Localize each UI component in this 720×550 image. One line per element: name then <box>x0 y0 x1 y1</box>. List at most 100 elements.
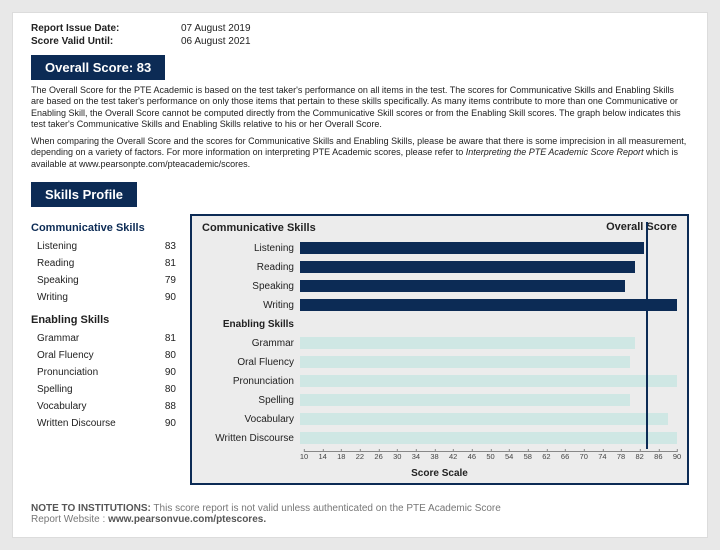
enabling-skills-title: Enabling Skills <box>31 314 176 326</box>
axis-tick: 78 <box>617 452 625 461</box>
chart-axis: 1014182226303438424650545862667074788286… <box>304 451 677 465</box>
chart-bar-row: Reading <box>204 259 677 276</box>
chart-group-head: Enabling Skills <box>204 316 677 333</box>
skill-label: Reading <box>37 258 74 269</box>
chart-bar-label: Grammar <box>204 338 300 349</box>
chart-bar-label: Written Discourse <box>204 433 300 444</box>
chart-bar-track <box>300 299 677 311</box>
chart-bar-track <box>300 280 677 292</box>
axis-tick: 42 <box>449 452 457 461</box>
skill-row: Pronunciation 90 <box>31 364 176 381</box>
chart-bar-label: Listening <box>204 243 300 254</box>
skill-label: Grammar <box>37 333 79 344</box>
skill-label: Oral Fluency <box>37 350 94 361</box>
chart-bar-track <box>300 337 677 349</box>
axis-tick: 14 <box>318 452 326 461</box>
chart-bar-track <box>300 413 677 425</box>
chart-bar-fill <box>300 432 677 444</box>
skills-profile-header: Skills Profile <box>31 182 137 207</box>
meta-issue-row: Report Issue Date: 07 August 2019 <box>31 23 689 34</box>
skill-row: Written Discourse 90 <box>31 415 176 432</box>
skill-row: Grammar 81 <box>31 330 176 347</box>
chart-bar-row: Grammar <box>204 335 677 352</box>
chart-bar-fill <box>300 394 630 406</box>
valid-until-value: 06 August 2021 <box>181 36 251 47</box>
axis-tick: 46 <box>468 452 476 461</box>
chart-bar-label: Pronunciation <box>204 376 300 387</box>
skill-label: Speaking <box>37 275 79 286</box>
skills-content: Communicative Skills Listening83Reading8… <box>31 214 689 485</box>
valid-until-label: Score Valid Until: <box>31 36 181 47</box>
communicative-list: Listening 83 Reading 81 Speaking 79 Writing 90 <box>31 238 176 306</box>
chart-bar-track <box>300 375 677 387</box>
axis-tick: 90 <box>673 452 681 461</box>
chart-bar-fill <box>300 337 635 349</box>
chart-bar-label: Oral Fluency <box>204 357 300 368</box>
skill-row: Reading 81 <box>31 255 176 272</box>
skill-label: Writing <box>37 292 68 303</box>
explain-2b: Interpreting the PTE Academic Score Repo… <box>466 147 644 157</box>
skill-score: 80 <box>165 384 176 395</box>
chart-bar-track <box>300 242 677 254</box>
axis-title: Score Scale <box>192 468 687 479</box>
skill-row: Oral Fluency80 <box>31 347 176 364</box>
axis-tick: 38 <box>430 452 438 461</box>
axis-tick: 58 <box>524 452 532 461</box>
axis-tick: 74 <box>598 452 606 461</box>
chart-bar-row: Speaking <box>204 278 677 295</box>
chart-bar-row: Vocabulary <box>204 411 677 428</box>
explain-paragraph-1: The Overall Score for the PTE Academic i… <box>31 85 689 130</box>
chart-bar-fill <box>300 261 635 273</box>
skill-score: 83 <box>165 241 176 252</box>
skill-row: Speaking 79 <box>31 272 176 289</box>
chart-bar-track <box>300 261 677 273</box>
skill-row: Vocabulary 88 <box>31 398 176 415</box>
axis-tick: 50 <box>486 452 494 461</box>
skill-label: Written Discourse <box>37 418 116 429</box>
skill-score: 90 <box>165 367 176 378</box>
skill-score: 88 <box>165 401 176 412</box>
issue-date-value: 07 August 2019 <box>181 23 251 34</box>
chart-bar-row: Pronunciation <box>204 373 677 390</box>
overall-score-line <box>646 222 648 449</box>
skill-score: 90 <box>165 292 176 303</box>
chart-bar-fill <box>300 356 630 368</box>
footer-note: NOTE TO INSTITUTIONS: This score report … <box>31 503 689 525</box>
skill-row: Listening 83 <box>31 238 176 255</box>
axis-tick: 18 <box>337 452 345 461</box>
chart-bar-label: Vocabulary <box>204 414 300 425</box>
chart-bar-fill <box>300 280 625 292</box>
skill-score: 81 <box>165 258 176 269</box>
skill-score: 81 <box>165 333 176 344</box>
skill-label: Spelling <box>37 384 73 395</box>
issue-date-label: Report Issue Date: <box>31 23 181 34</box>
skill-score: 90 <box>165 418 176 429</box>
chart-bar-row: Listening <box>204 240 677 257</box>
axis-tick: 70 <box>580 452 588 461</box>
chart-body: Listening Reading Speaking Writing Enabling … <box>204 240 677 447</box>
axis-tick: 62 <box>542 452 550 461</box>
chart-bar-track <box>300 432 677 444</box>
axis-tick: 82 <box>636 452 644 461</box>
chart-title-overall: Overall Score <box>606 221 677 233</box>
chart-bar-row: Writing <box>204 297 677 314</box>
chart-bar-track <box>300 318 677 330</box>
enabling-list: Grammar81Oral Fluency80Pronunciation90Sp… <box>31 330 176 432</box>
skill-label: Listening <box>37 241 77 252</box>
skill-label: Vocabulary <box>37 401 86 412</box>
footer-website-label: Report Website : <box>31 514 108 525</box>
chart-bar-label: Speaking <box>204 281 300 292</box>
axis-tick: 26 <box>374 452 382 461</box>
skill-score: 79 <box>165 275 176 286</box>
chart-bar-row: Written Discourse <box>204 430 677 447</box>
chart-bar-label: Enabling Skills <box>204 319 300 330</box>
chart-bar-label: Writing <box>204 300 300 311</box>
chart-bar-label: Spelling <box>204 395 300 406</box>
axis-tick: 66 <box>561 452 569 461</box>
skill-label: Pronunciation <box>37 367 98 378</box>
overall-score-header: Overall Score: 83 <box>31 55 165 80</box>
axis-tick: 34 <box>412 452 420 461</box>
skills-numeric-column: Communicative Skills Listening83Reading8… <box>31 214 176 485</box>
skills-chart: Communicative Skills Overall Score Liste… <box>190 214 689 485</box>
axis-tick: 30 <box>393 452 401 461</box>
